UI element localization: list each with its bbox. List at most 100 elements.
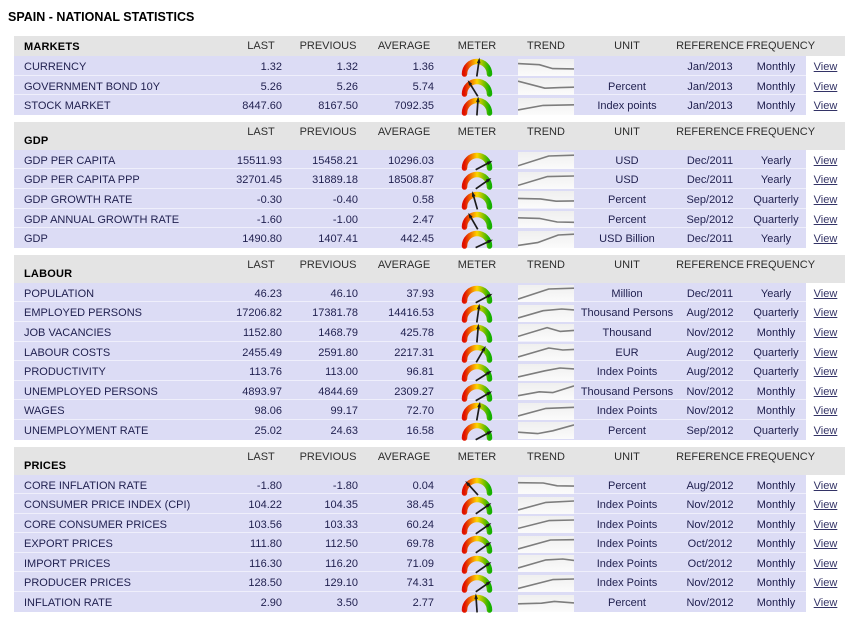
view-link[interactable]: View <box>813 538 838 551</box>
table-row: STOCK MARKET 8447.60 8167.50 7092.35 Ind… <box>14 95 845 118</box>
last-value: 25.02 <box>254 424 282 437</box>
table-row: POPULATION 46.23 46.10 37.93 Million Dec… <box>14 282 845 305</box>
view-link[interactable]: View <box>813 154 838 167</box>
view-link[interactable]: View <box>813 100 838 113</box>
unit-label: Thousand Persons <box>580 307 674 320</box>
meter-gauge-icon <box>442 420 512 442</box>
view-link[interactable]: View <box>813 346 838 359</box>
reference-date: Dec/2011 <box>686 174 734 187</box>
column-header-frequency: FREQUENCY <box>746 125 816 138</box>
last-value: -1.60 <box>256 213 282 226</box>
view-link[interactable]: View <box>813 557 838 570</box>
section-labour: LABOUR LAST PREVIOUS AVERAGE METER TREND… <box>14 254 845 442</box>
view-link[interactable]: View <box>813 597 838 610</box>
unit-label: USD <box>615 154 639 167</box>
frequency-label: Monthly <box>756 518 796 531</box>
view-link[interactable]: View <box>813 213 838 226</box>
table-row: IMPORT PRICES 116.30 116.20 71.09 Index … <box>14 552 845 575</box>
indicator-label: PRODUCER PRICES <box>24 577 131 590</box>
view-link[interactable]: View <box>813 577 838 590</box>
trend-sparkline-icon <box>512 572 580 594</box>
table-row: CORE CONSUMER PRICES 103.56 103.33 60.24… <box>14 513 845 536</box>
previous-value: 4844.69 <box>318 385 358 398</box>
indicator-label: PRODUCTIVITY <box>24 366 106 379</box>
average-value: 10296.03 <box>388 154 434 167</box>
column-header-frequency: FREQUENCY <box>746 258 816 271</box>
trend-sparkline-icon <box>512 322 580 344</box>
average-value: 442.45 <box>400 233 434 246</box>
average-value: 7092.35 <box>394 100 434 113</box>
previous-value: 116.20 <box>325 557 358 570</box>
view-link[interactable]: View <box>813 518 838 531</box>
column-header-trend: TREND <box>527 40 565 52</box>
indicator-label: LABOUR COSTS <box>24 346 111 359</box>
view-link[interactable]: View <box>813 287 838 300</box>
view-link[interactable]: View <box>813 193 838 206</box>
indicator-label: GDP PER CAPITA PPP <box>24 174 140 187</box>
indicator-label: CURRENCY <box>24 61 87 73</box>
indicator-label: GDP ANNUAL GROWTH RATE <box>24 213 180 226</box>
view-link[interactable]: View <box>813 307 838 320</box>
meter-gauge-icon <box>442 189 512 211</box>
previous-value: 46.10 <box>330 287 358 300</box>
indicator-label: INFLATION RATE <box>24 597 113 610</box>
frequency-label: Monthly <box>756 61 796 73</box>
view-link[interactable]: View <box>813 424 838 437</box>
view-link[interactable]: View <box>813 366 838 379</box>
view-link[interactable]: View <box>813 405 838 418</box>
average-value: 72.70 <box>406 405 434 418</box>
previous-value: 129.10 <box>324 577 358 590</box>
previous-value: -1.00 <box>332 213 358 226</box>
indicator-label: CONSUMER PRICE INDEX (CPI) <box>24 499 191 512</box>
view-link[interactable]: View <box>813 61 838 73</box>
average-value: 5.74 <box>412 80 434 93</box>
section-header-row: PRICES LAST PREVIOUS AVERAGE METER TREND… <box>14 446 845 475</box>
reference-date: Oct/2012 <box>687 557 733 570</box>
previous-value: 112.50 <box>325 538 358 551</box>
column-header-reference: REFERENCE <box>676 125 744 138</box>
meter-gauge-icon <box>442 169 512 191</box>
frequency-label: Monthly <box>756 597 796 610</box>
indicator-label: EXPORT PRICES <box>24 538 113 551</box>
unit-label: Index Points <box>596 557 658 570</box>
unit-label: EUR <box>615 346 639 359</box>
trend-sparkline-icon <box>512 553 580 575</box>
trend-sparkline-icon <box>512 514 580 536</box>
table-row: PRODUCER PRICES 128.50 129.10 74.31 Inde… <box>14 572 845 595</box>
average-value: 71.09 <box>406 557 434 570</box>
view-link[interactable]: View <box>813 385 838 398</box>
last-value: 113.76 <box>249 366 282 379</box>
unit-label: Index Points <box>596 538 658 551</box>
column-header-view-spacer <box>806 255 845 259</box>
meter-gauge-icon <box>442 475 512 497</box>
table-row: EXPORT PRICES 111.80 112.50 69.78 Index … <box>14 533 845 556</box>
unit-label: Index Points <box>596 366 658 379</box>
indicator-label: GOVERNMENT BOND 10Y <box>24 80 161 93</box>
last-value: 104.22 <box>248 499 282 512</box>
section-prices: PRICES LAST PREVIOUS AVERAGE METER TREND… <box>14 446 845 615</box>
column-header-unit: UNIT <box>614 450 640 463</box>
column-header-meter: METER <box>457 125 497 138</box>
view-link[interactable]: View <box>813 80 838 93</box>
view-link[interactable]: View <box>813 326 838 339</box>
meter-gauge-icon <box>442 572 512 594</box>
table-row: CURRENCY 1.32 1.32 1.36 Jan/2013 Monthly… <box>14 56 845 78</box>
view-link[interactable]: View <box>813 479 838 492</box>
reference-date: Sep/2012 <box>686 213 734 226</box>
view-link[interactable]: View <box>813 174 838 187</box>
view-link[interactable]: View <box>813 499 838 512</box>
table-row: GDP GROWTH RATE -0.30 -0.40 0.58 Percent… <box>14 188 845 211</box>
meter-gauge-icon <box>442 400 512 422</box>
column-header-previous: PREVIOUS <box>299 125 357 138</box>
meter-gauge-icon <box>442 342 512 364</box>
unit-label: Percent <box>608 213 646 226</box>
last-value: 116.30 <box>249 557 282 570</box>
indicator-label: WAGES <box>24 405 65 418</box>
average-value: 2.77 <box>412 597 434 610</box>
meter-gauge-icon <box>442 322 512 344</box>
table-row: PRODUCTIVITY 113.76 113.00 96.81 Index P… <box>14 361 845 384</box>
view-link[interactable]: View <box>813 233 838 246</box>
column-header-reference: REFERENCE <box>676 258 744 271</box>
table-row: UNEMPLOYMENT RATE 25.02 24.63 16.58 Perc… <box>14 419 845 442</box>
average-value: 14416.53 <box>388 307 434 320</box>
